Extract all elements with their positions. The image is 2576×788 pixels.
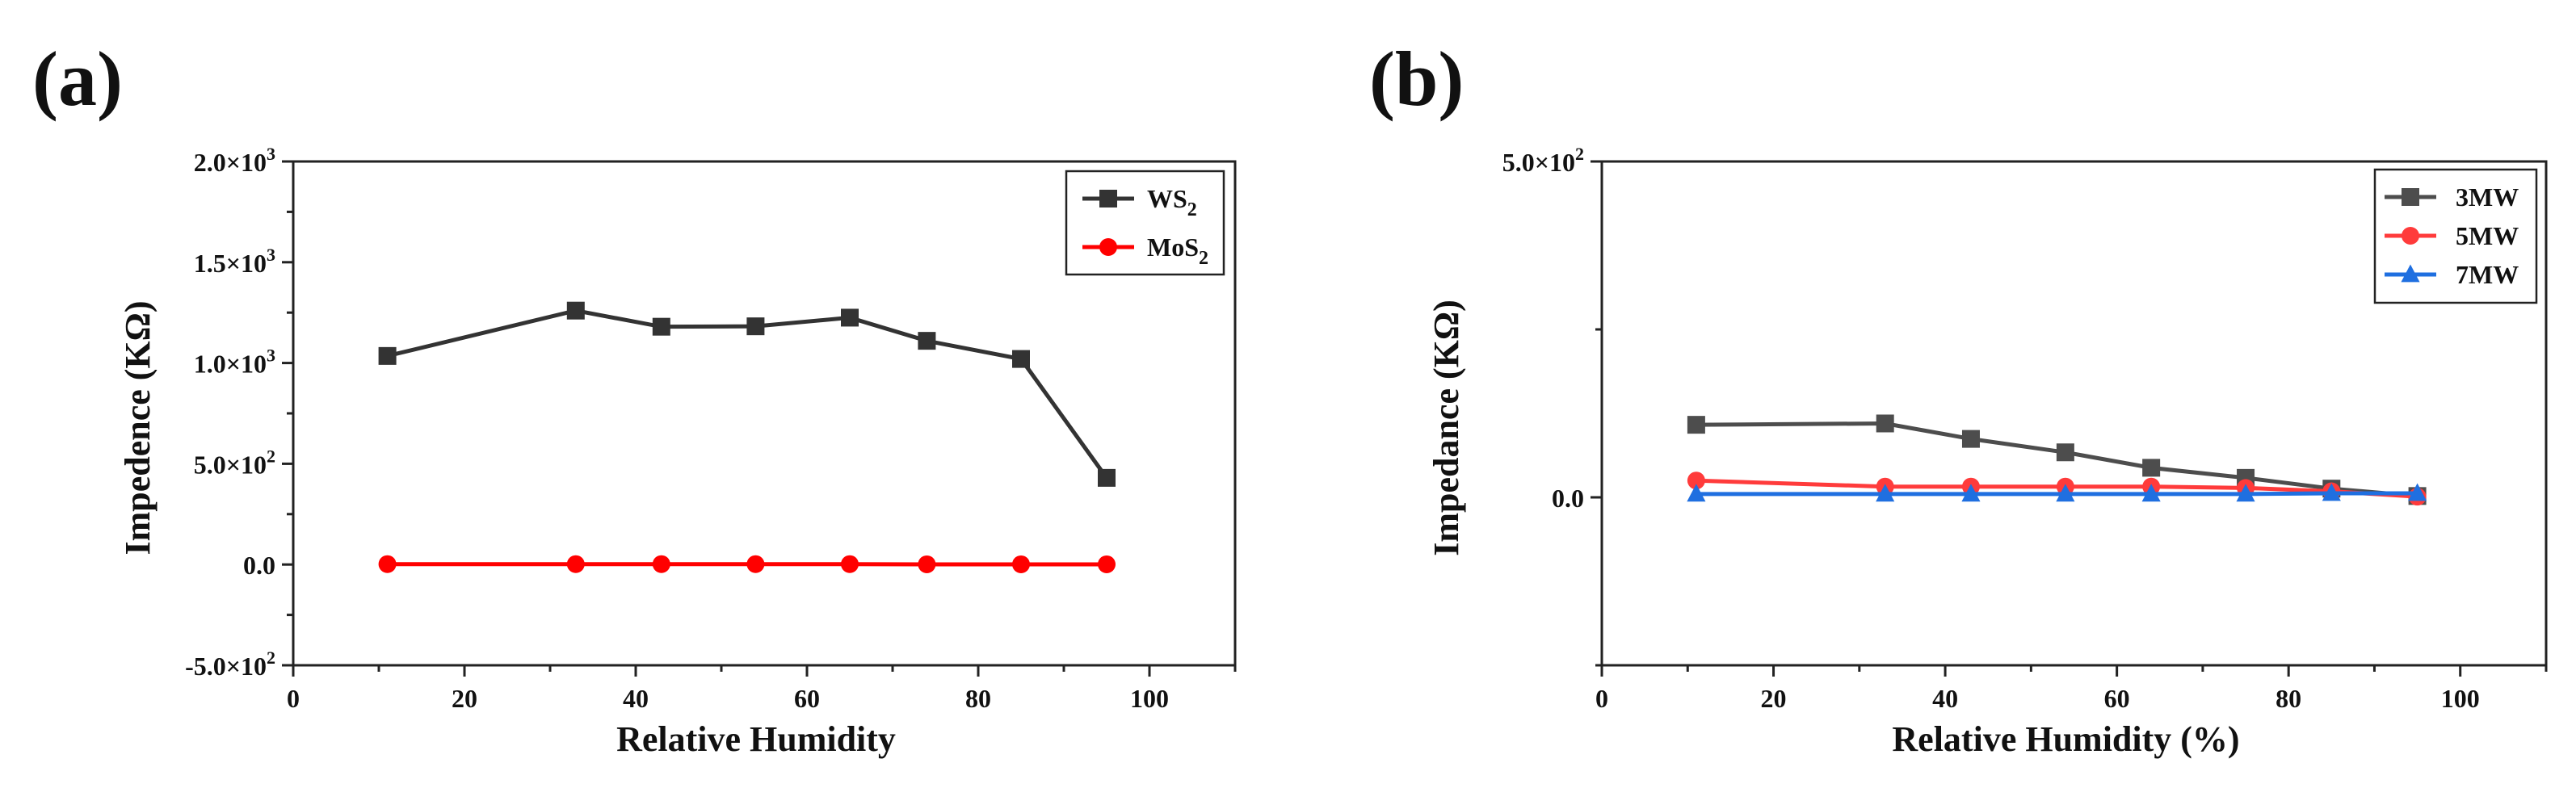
legend-label: 5MW (2456, 221, 2519, 250)
y-tick-label: 5.0×102 (194, 446, 275, 479)
chart-panel-b: (b) 0 20 40 60 80 100 0.0 5.0×102 Relative Humidi… (1369, 36, 2548, 759)
data-point (746, 555, 765, 573)
legend-label: MoS2 (1147, 233, 1208, 269)
legend-label: 3MW (2456, 182, 2519, 212)
series-line (387, 308, 1109, 480)
legend-label: WS2 (1147, 184, 1197, 220)
legend-swatch-marker (1099, 238, 1117, 256)
series-line (1696, 478, 2418, 499)
data-point (1098, 555, 1116, 573)
x-tick-label: 80 (2276, 684, 2301, 713)
series-line (1696, 491, 2418, 497)
y-axis-title: Impedance (KΩ) (1427, 300, 1466, 556)
data-point (1098, 468, 1116, 487)
data-point (1876, 484, 1895, 502)
data-point (2141, 484, 2161, 502)
x-tick-label: 100 (2441, 684, 2480, 713)
series-7mw (1687, 483, 2427, 502)
x-tick-label: 20 (452, 684, 477, 713)
plot-frame (1600, 160, 2548, 667)
series-ws2 (378, 301, 1116, 487)
data-point (2056, 443, 2074, 462)
data-point (1687, 472, 1705, 490)
x-axis-title: Relative Humidity (616, 719, 896, 759)
y-tick-label: 5.0×102 (1502, 144, 1584, 177)
legend: 3MW 5MW 7MW (2373, 168, 2538, 304)
data-point (378, 555, 397, 573)
data-point (1687, 484, 1706, 502)
x-tick-label: 40 (1932, 684, 1958, 713)
data-point (378, 346, 397, 365)
legend-swatch-marker (2401, 264, 2420, 283)
legend-swatch-marker (2402, 188, 2419, 206)
legend: WS2 MoS2 (1065, 170, 1225, 276)
data-point (841, 555, 859, 573)
data-point (841, 308, 859, 327)
data-point (2408, 483, 2427, 501)
data-point (2236, 484, 2255, 502)
data-point (1687, 416, 1705, 434)
legend-swatch-marker (1099, 190, 1117, 207)
chart-panel-a: (a) 0 20 40 60 80 100 -5.0×102 0.0 5.0×102 1.0×103… (32, 36, 1237, 759)
panel-label: (a) (32, 36, 123, 122)
x-tick-label: 40 (623, 684, 649, 713)
data-point (652, 317, 670, 336)
series-line (1696, 421, 2418, 498)
x-tick-label: 60 (2104, 684, 2130, 713)
y-tick-label: 0.0 (243, 551, 275, 580)
data-point (566, 555, 585, 573)
x-tick-label: 0 (287, 684, 300, 713)
data-point (652, 555, 670, 573)
x-tick-label: 80 (965, 684, 991, 713)
data-point (1012, 350, 1030, 368)
x-tick-label: 0 (1595, 684, 1608, 713)
data-point (566, 301, 585, 320)
data-point (746, 317, 765, 336)
data-point (1876, 414, 1894, 433)
data-point (2322, 483, 2341, 501)
y-tick-label: 1.5×103 (194, 245, 275, 278)
x-tick-label: 60 (794, 684, 820, 713)
y-tick-label: 2.0×103 (194, 144, 275, 177)
data-point (918, 555, 936, 573)
panel-label: (b) (1369, 36, 1464, 122)
data-point (918, 332, 936, 350)
y-tick-label: -5.0×102 (185, 648, 275, 681)
data-point (1961, 430, 1980, 448)
y-tick-label: 0.0 (1552, 484, 1584, 513)
legend-box (1065, 170, 1225, 276)
series-mos2 (378, 555, 1116, 573)
y-tick-label: 1.0×103 (194, 346, 275, 379)
data-point (2056, 484, 2075, 502)
x-axis-title: Relative Humidity (%) (1892, 719, 2239, 759)
legend-label: 7MW (2456, 260, 2519, 289)
y-axis-title: Impedence (KΩ) (118, 300, 158, 555)
data-point (1961, 484, 1981, 502)
data-point (1012, 555, 1030, 573)
x-tick-label: 100 (1130, 684, 1169, 713)
data-point (2142, 459, 2161, 477)
x-tick-label: 20 (1761, 684, 1787, 713)
legend-swatch-marker (2402, 227, 2419, 245)
